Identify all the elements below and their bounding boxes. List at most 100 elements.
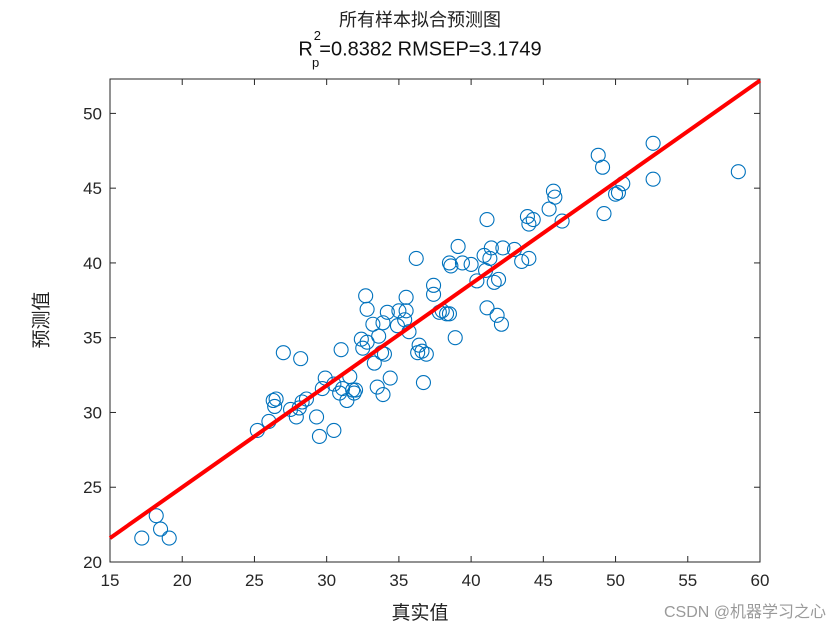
data-point [521,216,537,232]
data-point [450,238,466,255]
data-point [491,271,507,287]
x-tick-label: 45 [534,571,553,590]
data-point [326,422,342,438]
data-point [415,375,431,391]
x-axis-label: 真实值 [391,602,449,624]
data-point [495,240,511,256]
x-tick-label: 60 [751,571,770,590]
fit-line [108,78,762,540]
x-tick-label: 25 [245,571,264,590]
data-point [314,380,330,397]
data-point [375,315,391,331]
x-tick-label: 55 [678,571,697,590]
data-point [366,355,382,371]
x-tick-label: 35 [389,571,408,590]
data-point [489,307,505,323]
data-point [730,164,746,180]
data-point [379,304,395,320]
chart-subtitle: R2 p=0.8382 RMSEP=3.1749 [0,28,840,70]
data-point [161,530,177,546]
data-point [482,250,498,266]
data-point [595,159,611,175]
data-point [479,212,495,228]
data-point [441,306,457,322]
data-point [441,255,457,271]
r-letter: R [298,38,313,61]
data-point [483,240,499,256]
data-point [408,250,424,266]
data-point [391,303,407,319]
watermark: CSDN @机器学习之心 [663,604,826,621]
data-point [596,206,612,222]
data-point [369,379,385,395]
data-point [134,530,150,546]
x-tick-label: 50 [606,571,625,590]
data-point [268,391,284,407]
data-point [439,306,455,322]
fit-line-group [108,78,762,540]
data-point [463,256,479,272]
data-point [298,391,314,407]
data-point [293,351,309,367]
data-point [493,316,509,332]
y-tick-label: 50 [83,104,102,123]
data-point [514,253,530,269]
data-point [265,392,281,409]
data-point [309,409,325,425]
x-tick-label: 20 [173,571,192,590]
r-subscript: p [312,54,320,70]
data-point [414,343,430,359]
data-point [608,186,624,202]
data-point [375,386,391,403]
y-tick-label: 40 [83,254,102,273]
x-tick-label: 40 [462,571,481,590]
data-points [134,135,746,546]
data-point [333,342,349,358]
data-point [486,274,502,290]
data-point [545,183,561,199]
data-point [382,370,398,386]
data-point [645,135,661,151]
data-point [547,189,563,205]
data-point [346,385,362,401]
data-point [554,213,570,229]
data-point [153,521,169,537]
data-point [610,185,626,201]
data-point [275,345,291,361]
data-point [418,346,434,362]
data-point [345,382,361,398]
data-point [426,286,442,302]
y-tick-label: 25 [83,478,102,497]
data-point [541,201,557,217]
data-point [469,273,485,289]
x-tick-label: 30 [317,571,336,590]
data-point [479,300,495,316]
r-superscript: 2 [313,28,322,43]
data-point [148,508,164,524]
data-point [454,255,470,271]
data-point [447,330,463,346]
data-point [371,328,387,344]
chart-title: 所有样本拟合预测图 [339,10,501,31]
y-tick-label: 35 [83,329,102,348]
y-tick-label: 45 [83,179,102,198]
data-point [443,258,459,274]
plot-area [109,78,761,563]
data-point [267,398,283,415]
y-axis-label: 预测值 [30,291,53,349]
data-point [645,171,661,187]
data-point [348,382,364,398]
data-point [525,212,541,228]
metrics-text: =0.8382 RMSEP=3.1749 [319,38,542,61]
data-point [365,316,381,332]
data-point [426,277,442,293]
data-point [294,394,310,410]
data-point [311,428,327,444]
y-tick-label: 20 [83,553,102,572]
data-point [359,301,375,317]
data-point [521,250,537,266]
y-tick-label: 30 [83,403,102,422]
data-point [398,289,414,305]
